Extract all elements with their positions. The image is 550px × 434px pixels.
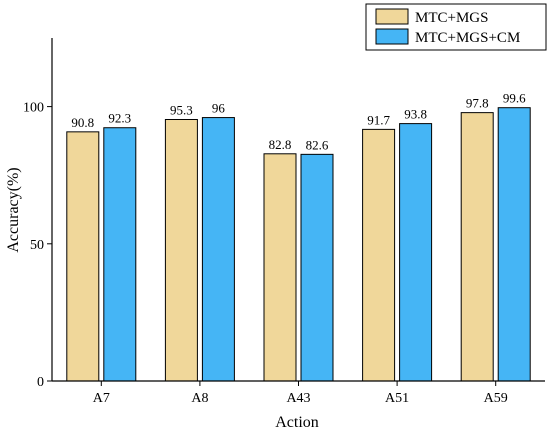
bar-a51-series-2 — [399, 123, 433, 382]
legend-swatch-series-1 — [375, 8, 409, 25]
legend-swatch-series-2 — [375, 28, 409, 45]
y-axis-title: Accuracy(%) — [5, 167, 22, 252]
bar-a59-series-1 — [460, 112, 494, 382]
x-axis-title: Action — [275, 414, 319, 431]
data-label-a8-series-1: 95.3 — [170, 102, 193, 117]
axes-layer: A7 A8 A43 A51 A59 0 50 100 — [23, 38, 545, 406]
bar-a7-series-2 — [103, 127, 137, 382]
data-label-a7-series-1: 90.8 — [71, 115, 94, 130]
legend-label-series-2: MTC+MGS+CM — [415, 30, 520, 46]
bar-a8-series-1 — [164, 118, 198, 382]
data-label-a59-series-1: 97.8 — [466, 96, 489, 111]
data-label-a43-series-1: 82.8 — [269, 137, 292, 152]
bar-a51-series-1 — [362, 128, 396, 382]
bar-a59-series-2 — [497, 107, 531, 382]
x-tick-label-a59: A59 — [484, 391, 508, 406]
bars-layer — [66, 107, 531, 382]
data-label-a59-series-2: 99.6 — [503, 91, 526, 106]
bar-a7-series-1 — [66, 131, 100, 382]
data-label-a51-series-2: 93.8 — [404, 107, 427, 122]
bar-a43-series-2 — [300, 153, 334, 382]
data-label-a51-series-1: 91.7 — [367, 112, 390, 127]
y-tick-label-0: 0 — [37, 375, 44, 390]
data-label-a43-series-2: 82.6 — [306, 137, 329, 152]
y-tick-label-100: 100 — [23, 101, 44, 116]
y-tick-label-50: 50 — [30, 238, 44, 253]
data-label-a7-series-2: 92.3 — [108, 111, 131, 126]
x-tick-label-a7: A7 — [93, 391, 110, 406]
x-tick-label-a51: A51 — [385, 391, 409, 406]
bar-a43-series-1 — [263, 153, 297, 382]
x-tick-label-a43: A43 — [286, 391, 310, 406]
data-labels-layer: 90.8 92.3 95.3 96 82.8 82.6 91.7 93.8 97.8 99.6 — [71, 91, 526, 153]
bar-a8-series-2 — [201, 117, 235, 382]
legend-label-series-1: MTC+MGS — [415, 10, 488, 26]
data-label-a8-series-2: 96 — [212, 101, 226, 116]
legend: MTC+MGS MTC+MGS+CM — [365, 3, 547, 51]
x-tick-label-a8: A8 — [191, 391, 208, 406]
